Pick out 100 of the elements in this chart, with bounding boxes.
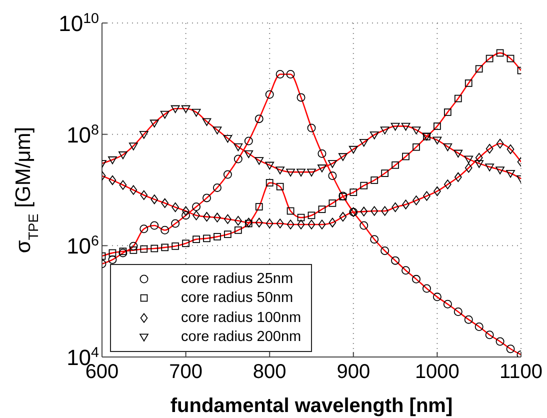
y-tick-label: 10$^{10}$ [58, 11, 100, 36]
point [486, 144, 494, 154]
point [308, 220, 316, 230]
point [454, 94, 462, 102]
point [140, 245, 148, 253]
point [444, 108, 452, 116]
point [139, 131, 148, 139]
point [254, 157, 264, 165]
point [370, 235, 379, 244]
point [244, 220, 252, 228]
point [390, 122, 400, 131]
point [130, 246, 138, 254]
point [318, 220, 326, 230]
x-axis-title: fundamental wavelength [nm] [170, 395, 453, 417]
point [182, 206, 190, 216]
point [412, 274, 420, 284]
point [328, 172, 337, 180]
y-tick-label: 10$^{6}$ [66, 234, 100, 259]
point [338, 153, 348, 161]
point [318, 164, 326, 172]
point [443, 143, 452, 152]
point [244, 218, 252, 228]
point [307, 168, 316, 177]
point [485, 164, 494, 172]
point [381, 170, 389, 177]
point [192, 202, 201, 212]
point [401, 122, 410, 131]
point [432, 292, 442, 302]
point [244, 136, 253, 146]
point [392, 202, 399, 212]
point [172, 242, 180, 250]
point [203, 234, 210, 242]
point [474, 160, 484, 168]
point [276, 70, 284, 79]
point [170, 105, 180, 114]
x-tick-label: 800 [252, 361, 286, 383]
point [360, 221, 368, 230]
point [108, 175, 116, 186]
point [234, 226, 242, 234]
point [150, 244, 158, 252]
legend-label: core radius 50nm [181, 290, 294, 306]
point [150, 120, 159, 128]
point [506, 144, 514, 154]
point [160, 110, 170, 119]
point [328, 199, 336, 207]
point [370, 206, 378, 216]
point [150, 221, 159, 230]
point [464, 79, 472, 87]
point [370, 176, 378, 184]
point [255, 218, 263, 228]
point [140, 190, 148, 200]
point [402, 152, 410, 160]
legend-label: core radius 200nm [181, 329, 302, 346]
point [265, 162, 274, 170]
point [182, 240, 190, 248]
point [348, 146, 358, 154]
point [212, 126, 222, 134]
point [402, 200, 410, 210]
point [276, 166, 285, 174]
point [422, 284, 431, 293]
point [485, 330, 494, 340]
point [254, 114, 264, 124]
point [266, 218, 274, 228]
point [286, 168, 295, 177]
point [475, 65, 483, 73]
point [108, 156, 117, 164]
point [339, 212, 347, 222]
x-tick-label: 1100 [499, 361, 543, 383]
point [119, 180, 127, 190]
point [359, 138, 368, 147]
point [118, 248, 128, 258]
legend-label: core radius 25nm [181, 270, 294, 287]
point [140, 224, 148, 234]
point [265, 90, 274, 99]
point [223, 134, 232, 143]
point [182, 211, 190, 220]
point [506, 344, 515, 354]
point [161, 244, 169, 252]
point [380, 126, 390, 134]
x-tick-label: 900 [336, 361, 370, 383]
point [496, 337, 504, 346]
point [212, 183, 222, 192]
point [203, 212, 210, 222]
point [286, 207, 294, 215]
point [192, 236, 200, 244]
point [506, 170, 515, 178]
point [350, 188, 358, 196]
point [328, 160, 337, 168]
x-tick-label: 1000 [414, 361, 460, 383]
x-tick-label: 700 [169, 361, 202, 383]
point [496, 166, 504, 174]
point [318, 206, 326, 213]
point [506, 54, 514, 62]
point [308, 212, 316, 220]
point [392, 161, 399, 169]
point [464, 315, 473, 324]
point [360, 182, 368, 190]
point [402, 266, 410, 275]
point [108, 249, 116, 257]
point [266, 179, 274, 186]
